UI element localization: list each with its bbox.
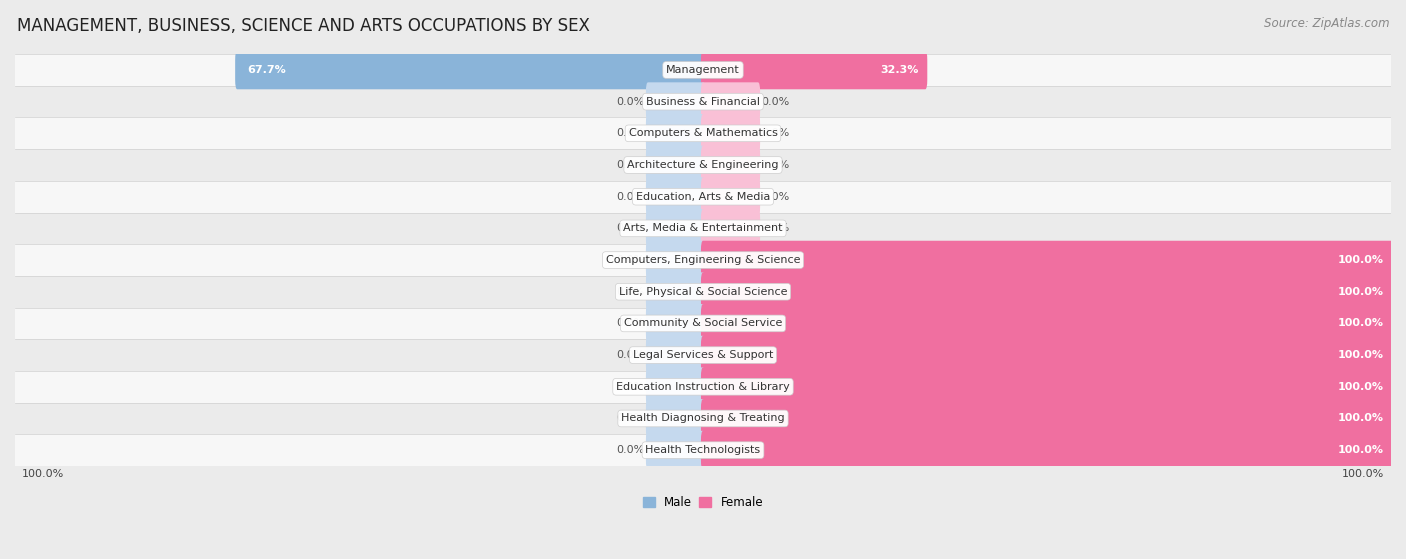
Text: 0.0%: 0.0% xyxy=(762,97,790,107)
Text: Health Technologists: Health Technologists xyxy=(645,445,761,455)
Text: 0.0%: 0.0% xyxy=(762,129,790,138)
FancyBboxPatch shape xyxy=(702,241,1393,280)
Text: 100.0%: 100.0% xyxy=(1339,287,1384,297)
Text: 0.0%: 0.0% xyxy=(616,255,644,265)
Text: 0.0%: 0.0% xyxy=(616,160,644,170)
Bar xyxy=(15,371,1391,402)
Text: 0.0%: 0.0% xyxy=(616,382,644,392)
Bar xyxy=(15,117,1391,149)
Text: 0.0%: 0.0% xyxy=(762,160,790,170)
FancyBboxPatch shape xyxy=(645,177,704,216)
FancyBboxPatch shape xyxy=(702,51,928,89)
Text: 0.0%: 0.0% xyxy=(762,192,790,202)
FancyBboxPatch shape xyxy=(702,304,1393,343)
Bar xyxy=(15,212,1391,244)
Bar xyxy=(15,86,1391,117)
Bar xyxy=(15,434,1391,466)
Bar xyxy=(15,181,1391,212)
Text: Education, Arts & Media: Education, Arts & Media xyxy=(636,192,770,202)
FancyBboxPatch shape xyxy=(645,272,704,311)
Text: 0.0%: 0.0% xyxy=(762,224,790,233)
FancyBboxPatch shape xyxy=(702,209,761,248)
Text: 100.0%: 100.0% xyxy=(22,468,65,479)
Text: 0.0%: 0.0% xyxy=(616,350,644,360)
Bar xyxy=(15,339,1391,371)
Text: 0.0%: 0.0% xyxy=(616,97,644,107)
Text: 0.0%: 0.0% xyxy=(616,445,644,455)
FancyBboxPatch shape xyxy=(645,304,704,343)
Text: Arts, Media & Entertainment: Arts, Media & Entertainment xyxy=(623,224,783,233)
FancyBboxPatch shape xyxy=(702,367,1393,406)
FancyBboxPatch shape xyxy=(702,146,761,184)
FancyBboxPatch shape xyxy=(645,367,704,406)
FancyBboxPatch shape xyxy=(702,82,761,121)
FancyBboxPatch shape xyxy=(645,209,704,248)
FancyBboxPatch shape xyxy=(702,177,761,216)
Text: Life, Physical & Social Science: Life, Physical & Social Science xyxy=(619,287,787,297)
Text: Source: ZipAtlas.com: Source: ZipAtlas.com xyxy=(1264,17,1389,30)
Text: Education Instruction & Library: Education Instruction & Library xyxy=(616,382,790,392)
FancyBboxPatch shape xyxy=(702,272,1393,311)
Text: 0.0%: 0.0% xyxy=(616,192,644,202)
FancyBboxPatch shape xyxy=(645,241,704,280)
Text: Community & Social Service: Community & Social Service xyxy=(624,319,782,329)
FancyBboxPatch shape xyxy=(645,146,704,184)
Text: 0.0%: 0.0% xyxy=(616,287,644,297)
Bar xyxy=(15,307,1391,339)
Text: 100.0%: 100.0% xyxy=(1339,255,1384,265)
Text: 0.0%: 0.0% xyxy=(616,414,644,424)
Bar xyxy=(15,402,1391,434)
Bar xyxy=(15,244,1391,276)
Text: Architecture & Engineering: Architecture & Engineering xyxy=(627,160,779,170)
Text: 100.0%: 100.0% xyxy=(1339,350,1384,360)
Text: 100.0%: 100.0% xyxy=(1339,445,1384,455)
Text: Computers, Engineering & Science: Computers, Engineering & Science xyxy=(606,255,800,265)
FancyBboxPatch shape xyxy=(702,336,1393,375)
FancyBboxPatch shape xyxy=(235,51,704,89)
FancyBboxPatch shape xyxy=(702,399,1393,438)
Bar xyxy=(15,54,1391,86)
Text: 100.0%: 100.0% xyxy=(1341,468,1384,479)
Text: 0.0%: 0.0% xyxy=(616,319,644,329)
Text: 100.0%: 100.0% xyxy=(1339,319,1384,329)
Text: 100.0%: 100.0% xyxy=(1339,414,1384,424)
Text: Legal Services & Support: Legal Services & Support xyxy=(633,350,773,360)
FancyBboxPatch shape xyxy=(645,336,704,375)
Text: 32.3%: 32.3% xyxy=(880,65,918,75)
Text: MANAGEMENT, BUSINESS, SCIENCE AND ARTS OCCUPATIONS BY SEX: MANAGEMENT, BUSINESS, SCIENCE AND ARTS O… xyxy=(17,17,589,35)
FancyBboxPatch shape xyxy=(645,114,704,153)
Text: 0.0%: 0.0% xyxy=(616,224,644,233)
FancyBboxPatch shape xyxy=(645,399,704,438)
Text: Management: Management xyxy=(666,65,740,75)
FancyBboxPatch shape xyxy=(645,431,704,470)
Text: Health Diagnosing & Treating: Health Diagnosing & Treating xyxy=(621,414,785,424)
FancyBboxPatch shape xyxy=(645,82,704,121)
Text: Computers & Mathematics: Computers & Mathematics xyxy=(628,129,778,138)
FancyBboxPatch shape xyxy=(702,114,761,153)
Bar xyxy=(15,149,1391,181)
Legend: Male, Female: Male, Female xyxy=(638,491,768,514)
FancyBboxPatch shape xyxy=(702,431,1393,470)
Text: Business & Financial: Business & Financial xyxy=(645,97,761,107)
Text: 0.0%: 0.0% xyxy=(616,129,644,138)
Bar xyxy=(15,276,1391,307)
Text: 100.0%: 100.0% xyxy=(1339,382,1384,392)
Text: 67.7%: 67.7% xyxy=(247,65,287,75)
